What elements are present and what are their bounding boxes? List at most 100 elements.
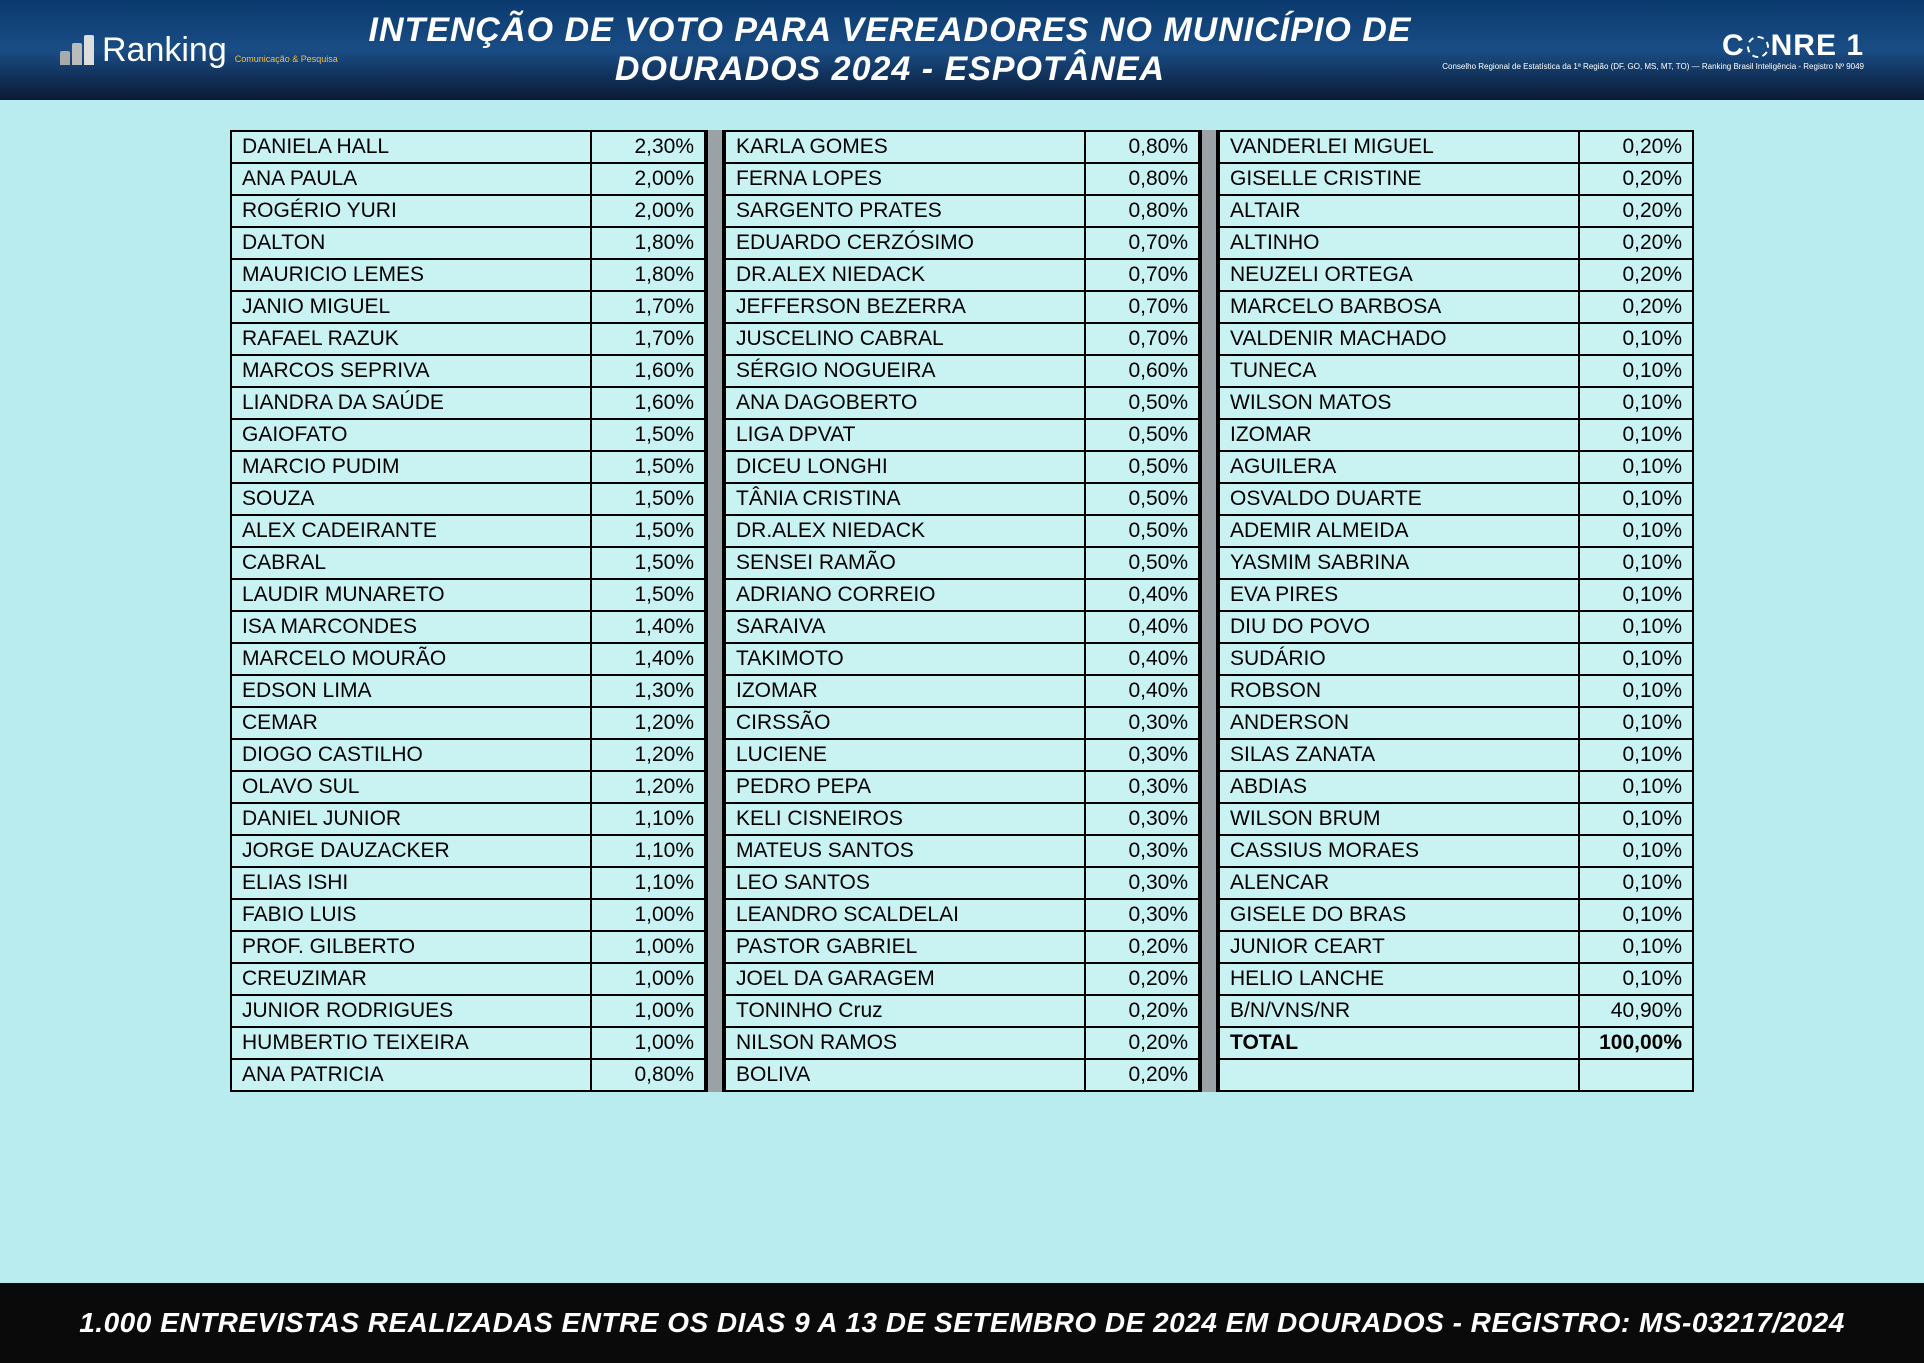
candidate-pct: 0,50% (1085, 387, 1199, 419)
candidate-name: YASMIM SABRINA (1219, 547, 1579, 579)
footer-bar: 1.000 ENTREVISTAS REALIZADAS ENTRE OS DI… (0, 1283, 1924, 1363)
table-row: RAFAEL RAZUK1,70% (231, 323, 705, 355)
table-row: VANDERLEI MIGUEL0,20% (1219, 131, 1693, 163)
candidate-pct: 0,70% (1085, 227, 1199, 259)
candidate-pct: 0,20% (1085, 931, 1199, 963)
header-bar: Ranking Comunicação & Pesquisa INTENÇÃO … (0, 0, 1924, 100)
candidate-pct: 0,30% (1085, 899, 1199, 931)
candidate-pct: 0,80% (1085, 131, 1199, 163)
table-row: ROBSON0,10% (1219, 675, 1693, 707)
candidate-pct: 0,70% (1085, 291, 1199, 323)
candidate-name: FERNA LOPES (725, 163, 1085, 195)
candidate-pct: 0,20% (1085, 1059, 1199, 1091)
candidate-name: MARCELO MOURÃO (231, 643, 591, 675)
candidate-name: BOLIVA (725, 1059, 1085, 1091)
logo-left-sub: Comunicação & Pesquisa (235, 54, 338, 64)
candidate-name: JUNIOR CEART (1219, 931, 1579, 963)
candidate-name: LAUDIR MUNARETO (231, 579, 591, 611)
candidate-name: DR.ALEX NIEDACK (725, 259, 1085, 291)
candidate-name: ANDERSON (1219, 707, 1579, 739)
candidate-name: JEFFERSON BEZERRA (725, 291, 1085, 323)
table-row: MARCELO BARBOSA0,20% (1219, 291, 1693, 323)
candidate-pct: 0,80% (591, 1059, 705, 1091)
candidate-pct: 0,10% (1579, 323, 1693, 355)
table-row: TOTAL100,00% (1219, 1027, 1693, 1059)
page-title: INTENÇÃO DE VOTO PARA VEREADORES NO MUNI… (338, 11, 1442, 89)
candidate-name: LEO SANTOS (725, 867, 1085, 899)
candidate-name: GISELLE CRISTINE (1219, 163, 1579, 195)
candidate-name: TOTAL (1219, 1027, 1579, 1059)
candidate-name: EDSON LIMA (231, 675, 591, 707)
candidate-pct: 1,40% (591, 611, 705, 643)
table-row: KARLA GOMES0,80% (725, 131, 1199, 163)
candidate-name: WILSON MATOS (1219, 387, 1579, 419)
candidate-name: IZOMAR (725, 675, 1085, 707)
candidate-name: MARCOS SEPRIVA (231, 355, 591, 387)
table-row: LAUDIR MUNARETO1,50% (231, 579, 705, 611)
table-row: SILAS ZANATA0,10% (1219, 739, 1693, 771)
candidate-name: JANIO MIGUEL (231, 291, 591, 323)
table-row: LEANDRO SCALDELAI0,30% (725, 899, 1199, 931)
candidate-name: ADRIANO CORREIO (725, 579, 1085, 611)
candidate-pct: 0,50% (1085, 419, 1199, 451)
candidate-pct: 0,50% (1085, 547, 1199, 579)
candidate-pct: 0,10% (1579, 579, 1693, 611)
table-row: DALTON1,80% (231, 227, 705, 259)
table-row: ANA PATRICIA0,80% (231, 1059, 705, 1091)
table-row: ANDERSON0,10% (1219, 707, 1693, 739)
candidate-pct: 0,30% (1085, 707, 1199, 739)
table-row: HELIO LANCHE0,10% (1219, 963, 1693, 995)
candidate-pct: 0,10% (1579, 355, 1693, 387)
candidate-pct: 1,00% (591, 963, 705, 995)
table-row: BOLIVA0,20% (725, 1059, 1199, 1091)
candidate-name: AGUILERA (1219, 451, 1579, 483)
candidate-name: LIANDRA DA SAÚDE (231, 387, 591, 419)
candidate-pct: 0,20% (1579, 195, 1693, 227)
candidate-name: JOEL DA GARAGEM (725, 963, 1085, 995)
candidate-pct: 0,40% (1085, 675, 1199, 707)
table-row (1219, 1059, 1693, 1091)
candidate-pct: 0,40% (1085, 579, 1199, 611)
candidate-pct: 0,70% (1085, 259, 1199, 291)
candidate-name: PASTOR GABRIEL (725, 931, 1085, 963)
table-row: SARGENTO PRATES0,80% (725, 195, 1199, 227)
candidate-name: MATEUS SANTOS (725, 835, 1085, 867)
candidate-name: CREUZIMAR (231, 963, 591, 995)
candidate-name: ALTINHO (1219, 227, 1579, 259)
table-row: CEMAR1,20% (231, 707, 705, 739)
candidate-pct: 0,30% (1085, 835, 1199, 867)
candidate-pct: 0,10% (1579, 483, 1693, 515)
candidate-pct: 0,70% (1085, 323, 1199, 355)
candidate-pct: 0,40% (1085, 611, 1199, 643)
candidate-pct: 0,10% (1579, 835, 1693, 867)
table-row: MAURICIO LEMES1,80% (231, 259, 705, 291)
results-column-3: VANDERLEI MIGUEL0,20%GISELLE CRISTINE0,2… (1218, 130, 1694, 1092)
table-row: ALENCAR0,10% (1219, 867, 1693, 899)
candidate-name: FABIO LUIS (231, 899, 591, 931)
candidate-name: ELIAS ISHI (231, 867, 591, 899)
candidate-pct: 0,10% (1579, 547, 1693, 579)
candidate-pct: 1,00% (591, 1027, 705, 1059)
candidate-pct: 1,00% (591, 899, 705, 931)
candidate-name: HUMBERTIO TEIXEIRA (231, 1027, 591, 1059)
candidate-name: SARAIVA (725, 611, 1085, 643)
candidate-pct: 0,10% (1579, 419, 1693, 451)
table-row: GAIOFATO1,50% (231, 419, 705, 451)
candidate-name: GISELE DO BRAS (1219, 899, 1579, 931)
candidate-name: WILSON BRUM (1219, 803, 1579, 835)
candidate-name: LUCIENE (725, 739, 1085, 771)
candidate-name: CASSIUS MORAES (1219, 835, 1579, 867)
candidate-name: DIOGO CASTILHO (231, 739, 591, 771)
table-row: SENSEI RAMÃO0,50% (725, 547, 1199, 579)
logo-left-text: Ranking (102, 31, 227, 70)
candidate-pct: 1,50% (591, 419, 705, 451)
candidate-pct: 1,50% (591, 579, 705, 611)
candidate-pct: 0,50% (1085, 451, 1199, 483)
table-row: TAKIMOTO0,40% (725, 643, 1199, 675)
candidate-pct: 0,10% (1579, 611, 1693, 643)
table-row: HUMBERTIO TEIXEIRA1,00% (231, 1027, 705, 1059)
candidate-pct: 0,10% (1579, 739, 1693, 771)
table-row: SUDÁRIO0,10% (1219, 643, 1693, 675)
table-row: IZOMAR0,40% (725, 675, 1199, 707)
candidate-name: ADEMIR ALMEIDA (1219, 515, 1579, 547)
